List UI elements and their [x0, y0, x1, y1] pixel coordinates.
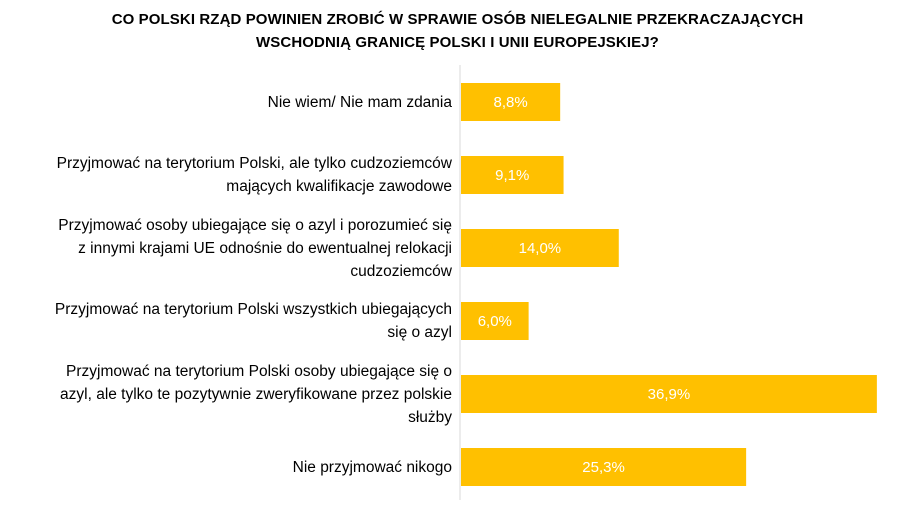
category-label: Przyjmować na terytorium Polski, ale tyl…	[56, 155, 452, 195]
category-label: Przyjmować na terytorium Polski osoby ub…	[60, 362, 452, 426]
bar	[461, 83, 561, 121]
bar-value-label: 9,1%	[495, 167, 529, 184]
bar-value-label: 6,0%	[478, 313, 512, 330]
bar	[461, 448, 747, 486]
chart-title: CO POLSKI RZĄD POWINIEN ZROBIĆ W SPRAWIE…	[111, 11, 804, 51]
bar-value-label: 14,0%	[519, 240, 562, 257]
bar-value-label: 8,8%	[493, 94, 527, 111]
bar	[461, 229, 619, 267]
bar	[461, 156, 564, 194]
category-label: Przyjmować na terytorium Polski wszystki…	[54, 301, 452, 341]
bar-value-label: 36,9%	[648, 386, 691, 403]
category-label: Nie wiem/ Nie mam zdania	[267, 93, 452, 111]
bar-value-label: 25,3%	[582, 459, 625, 476]
category-label: Nie przyjmować nikogo	[292, 458, 452, 476]
bar	[461, 375, 877, 413]
bar	[461, 302, 529, 340]
category-label: Przyjmować osoby ubiegające się o azyl i…	[58, 216, 452, 280]
